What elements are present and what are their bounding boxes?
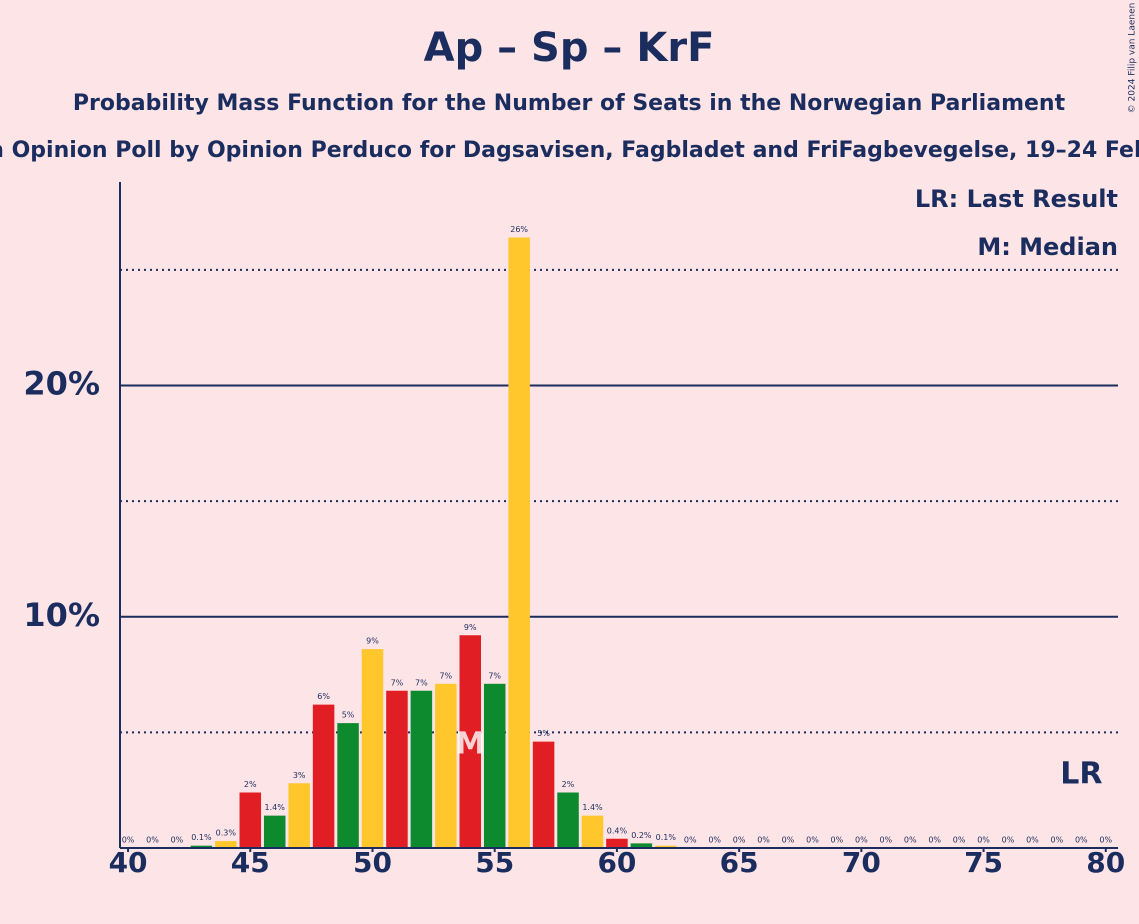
value-label: 1.4% — [265, 803, 286, 812]
value-label: 7% — [488, 671, 501, 680]
value-label: 2% — [562, 780, 575, 789]
value-label: 0% — [122, 836, 135, 845]
bar — [288, 783, 310, 848]
chart-subtitle: n Opinion Poll by Opinion Perduco for Da… — [0, 138, 1139, 163]
bar — [239, 792, 262, 848]
value-label: 7% — [415, 678, 428, 687]
value-label: 1.4% — [582, 803, 603, 812]
bar — [263, 815, 286, 848]
value-label: 0% — [1075, 836, 1088, 845]
chart-title: Ap – Sp – KrF — [424, 25, 715, 71]
value-label: 0% — [1099, 836, 1112, 845]
bar — [337, 723, 359, 848]
value-label: 0% — [977, 836, 990, 845]
value-label: 0% — [879, 836, 892, 845]
value-label: 6% — [317, 692, 330, 701]
x-tick-label: 55 — [475, 846, 514, 879]
x-tick-label: 60 — [597, 846, 636, 879]
bar — [655, 845, 677, 848]
y-tick-label: 10% — [23, 596, 100, 634]
value-label: 0% — [708, 836, 721, 845]
bar — [606, 838, 628, 848]
value-label: 0% — [733, 836, 746, 845]
value-label: 0% — [684, 836, 697, 845]
value-label: 0% — [1026, 836, 1039, 845]
bar — [630, 843, 653, 848]
value-label: 9% — [366, 637, 379, 646]
value-label: 5% — [342, 711, 355, 720]
bar — [581, 815, 604, 848]
bar — [532, 741, 555, 848]
value-label: 0.3% — [216, 829, 237, 838]
value-label: 0% — [904, 836, 917, 845]
x-tick-label: 80 — [1086, 846, 1125, 879]
bar — [190, 845, 213, 848]
chart-subtitle: Probability Mass Function for the Number… — [73, 91, 1066, 116]
x-tick-label: 45 — [231, 846, 270, 879]
x-tick-label: 40 — [109, 846, 148, 879]
bar — [215, 841, 237, 848]
value-label: 2% — [244, 780, 257, 789]
bar — [508, 237, 530, 848]
bar — [435, 683, 457, 848]
x-tick-label: 50 — [353, 846, 392, 879]
bar — [557, 792, 579, 848]
value-label: 0% — [782, 836, 795, 845]
last-result-marker: LR — [1060, 757, 1102, 792]
value-label: 0% — [806, 836, 819, 845]
value-label: 7% — [391, 678, 404, 687]
value-label: 0% — [1051, 836, 1064, 845]
value-label: 0% — [831, 836, 844, 845]
bar — [386, 690, 408, 848]
copyright: © 2024 Filip van Laenen — [1128, 3, 1138, 114]
bar — [312, 704, 335, 848]
legend-entry: LR: Last Result — [915, 185, 1118, 213]
value-label: 0% — [171, 836, 184, 845]
bar — [410, 690, 433, 848]
x-tick-label: 70 — [842, 846, 881, 879]
value-label: 9% — [464, 623, 477, 632]
legend-entry: M: Median — [977, 233, 1118, 261]
x-tick-label: 65 — [720, 846, 759, 879]
value-label: 26% — [510, 225, 528, 234]
value-label: 0.1% — [656, 833, 677, 842]
value-label: 5% — [537, 729, 550, 738]
bar — [483, 683, 506, 848]
value-label: 0% — [953, 836, 966, 845]
value-label: 0% — [855, 836, 868, 845]
value-label: 0% — [757, 836, 770, 845]
median-marker: M — [455, 727, 485, 762]
value-label: 0.2% — [631, 831, 652, 840]
value-label: 0.4% — [607, 826, 628, 835]
value-label: 7% — [439, 671, 452, 680]
y-tick-label: 20% — [23, 365, 100, 403]
value-label: 0% — [1002, 836, 1015, 845]
value-label: 3% — [293, 771, 306, 780]
value-label: 0% — [146, 836, 159, 845]
value-label: 0.1% — [191, 833, 212, 842]
x-tick-label: 75 — [964, 846, 1003, 879]
value-label: 0% — [928, 836, 941, 845]
bar — [459, 635, 482, 848]
bar — [361, 649, 384, 848]
